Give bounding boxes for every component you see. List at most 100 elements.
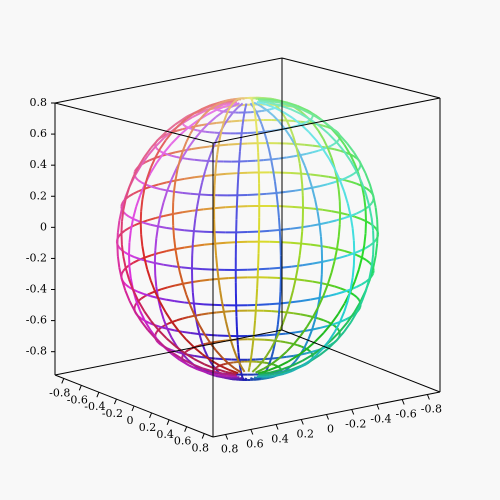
mesh-line bbox=[339, 177, 346, 182]
mesh-line bbox=[273, 363, 276, 367]
mesh-line bbox=[312, 122, 320, 132]
mesh-line bbox=[269, 101, 281, 107]
mesh-line bbox=[215, 255, 219, 268]
mesh-line bbox=[204, 242, 216, 246]
mesh-line bbox=[201, 353, 212, 362]
mesh-line bbox=[301, 172, 311, 176]
mesh-line bbox=[174, 282, 184, 287]
mesh-line bbox=[137, 156, 146, 168]
mesh-line bbox=[181, 358, 193, 366]
mesh-line bbox=[374, 207, 379, 220]
mesh-line bbox=[178, 118, 187, 126]
mesh-line bbox=[174, 190, 183, 194]
mesh-line bbox=[198, 324, 206, 335]
mesh-line bbox=[315, 139, 324, 150]
mesh-line bbox=[178, 126, 189, 137]
mesh-line bbox=[213, 206, 226, 210]
mesh-line bbox=[181, 283, 188, 296]
mesh-line bbox=[283, 369, 293, 375]
mesh-line bbox=[357, 166, 362, 170]
mesh-line bbox=[225, 370, 237, 376]
mesh-line bbox=[357, 257, 363, 270]
mesh-line bbox=[285, 120, 291, 129]
mesh-line bbox=[326, 343, 332, 348]
mesh-line bbox=[223, 310, 232, 313]
mesh-line bbox=[128, 192, 134, 198]
mesh-line bbox=[321, 119, 332, 129]
mesh-line bbox=[254, 113, 257, 121]
mesh-line bbox=[274, 331, 281, 342]
mesh-line bbox=[363, 197, 367, 210]
mesh-line bbox=[124, 187, 131, 200]
mesh-line bbox=[198, 113, 206, 121]
mesh-line bbox=[337, 135, 346, 146]
mesh-line bbox=[360, 182, 367, 195]
mesh-line bbox=[247, 96, 251, 100]
y-tick bbox=[275, 424, 279, 430]
mesh-line bbox=[193, 302, 205, 306]
mesh-line bbox=[174, 345, 186, 354]
mesh-line bbox=[279, 369, 291, 374]
mesh-line bbox=[297, 105, 308, 112]
mesh-line bbox=[182, 209, 193, 214]
mesh-line bbox=[296, 255, 301, 268]
mesh-line bbox=[215, 172, 227, 176]
y-tick bbox=[326, 414, 329, 420]
mesh-line bbox=[284, 104, 290, 108]
mesh-line bbox=[218, 277, 229, 280]
mesh-line bbox=[124, 283, 130, 288]
mesh-line bbox=[217, 136, 222, 146]
mesh-line bbox=[225, 321, 230, 332]
mesh-line bbox=[298, 163, 303, 174]
mesh-line bbox=[204, 350, 210, 359]
mesh-line bbox=[157, 130, 168, 141]
mesh-line bbox=[196, 324, 201, 335]
mesh-line bbox=[304, 279, 313, 283]
mesh-line bbox=[187, 347, 192, 351]
mesh-line bbox=[364, 193, 371, 207]
mesh-line bbox=[256, 334, 267, 337]
mesh-line bbox=[316, 211, 321, 225]
mesh-line bbox=[334, 168, 341, 181]
mesh-line bbox=[311, 187, 317, 200]
mesh-line bbox=[216, 121, 224, 124]
mesh-line bbox=[319, 347, 330, 356]
mesh-line bbox=[372, 195, 377, 208]
mesh-line bbox=[116, 256, 121, 268]
mesh-line bbox=[146, 268, 152, 281]
mesh-line bbox=[191, 292, 195, 304]
mesh-line bbox=[221, 99, 229, 104]
mesh-line bbox=[133, 256, 141, 261]
mesh-line bbox=[201, 104, 212, 110]
mesh-line bbox=[290, 172, 302, 175]
mesh-line bbox=[159, 301, 167, 313]
mesh-line bbox=[187, 120, 199, 129]
mesh-line bbox=[208, 121, 217, 125]
mesh-line bbox=[204, 108, 211, 115]
mesh-line bbox=[133, 303, 138, 307]
mesh-line bbox=[118, 246, 122, 251]
mesh-line bbox=[275, 324, 279, 335]
mesh-line bbox=[120, 210, 125, 222]
mesh-line bbox=[255, 288, 259, 300]
y-tick-label: 0.6 bbox=[246, 438, 264, 451]
mesh-line bbox=[134, 221, 142, 227]
mesh-line bbox=[267, 98, 279, 102]
mesh-line bbox=[297, 344, 302, 348]
mesh-line bbox=[155, 152, 165, 164]
mesh-line bbox=[312, 113, 323, 122]
y-tick-label: -0.4 bbox=[370, 413, 391, 426]
mesh-line bbox=[128, 230, 132, 243]
mesh-line bbox=[286, 354, 294, 358]
z-tick-label: 0.4 bbox=[30, 158, 48, 171]
mesh-line bbox=[157, 214, 162, 227]
mesh-line bbox=[197, 343, 202, 348]
mesh-line bbox=[141, 245, 146, 258]
mesh-line bbox=[166, 328, 173, 339]
mesh-line bbox=[286, 311, 295, 315]
mesh-line bbox=[249, 354, 253, 362]
mesh-line bbox=[311, 185, 321, 189]
mesh-line bbox=[192, 110, 204, 118]
mesh-line bbox=[143, 177, 149, 190]
mesh-line bbox=[310, 243, 321, 247]
